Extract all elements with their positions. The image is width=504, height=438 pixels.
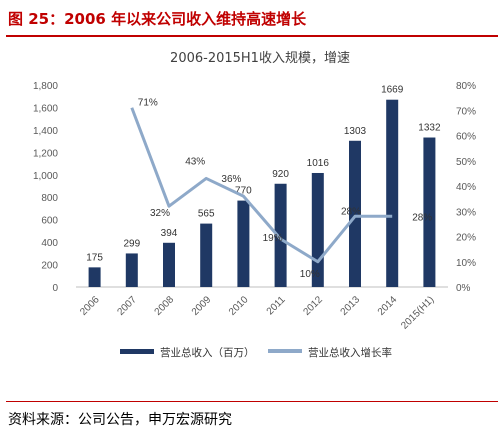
bar-value-label: 299 <box>123 238 140 249</box>
bar-value-label: 920 <box>272 169 289 180</box>
y-left-tick-label: 1,600 <box>33 103 58 114</box>
x-tick-label: 2013 <box>339 294 363 318</box>
bar <box>423 137 436 287</box>
bar-value-label: 394 <box>161 228 178 239</box>
legend: 营业总收入（百万） 营业总收入增长率 <box>120 346 392 359</box>
y-axis-right: 0% 10% 20% 30% 40% 50% 60% 70% 80% <box>456 81 476 294</box>
x-tick-label: 2006 <box>78 294 102 318</box>
growth-value-label: 10% <box>300 269 320 280</box>
y-right-tick-label: 0% <box>456 283 471 294</box>
growth-value-label: 28% <box>341 206 361 217</box>
chart: 2006-2015H1收入规模，增速 0 200 400 600 800 1,000 1,2… <box>33 51 476 359</box>
bar <box>88 267 101 287</box>
legend-line-swatch <box>268 349 302 353</box>
growth-line: 71% 32% 43% 36% 19% 10% 28% 28% <box>130 98 432 280</box>
x-tick-label: 2015(H1) <box>399 294 436 331</box>
x-tick-label: 2008 <box>153 294 177 318</box>
y-right-tick-label: 10% <box>456 258 476 269</box>
y-right-tick-label: 70% <box>456 106 476 117</box>
x-tick-label: 2011 <box>265 294 288 317</box>
y-left-tick-label: 200 <box>41 261 58 272</box>
legend-bar-label: 营业总收入（百万） <box>160 346 255 359</box>
bar <box>125 253 138 287</box>
y-axis-left: 0 200 400 600 800 1,000 1,200 1,400 1,600 1,800 <box>33 81 58 294</box>
bar <box>237 200 250 287</box>
chart-title: 2006-2015H1收入规模，增速 <box>170 51 350 66</box>
growth-value-label: 28% <box>412 212 432 223</box>
y-left-tick-label: 1,200 <box>33 148 58 159</box>
figure-title: 图 25：2006 年以来公司收入维持高速增长 <box>8 10 307 28</box>
bar <box>163 242 175 287</box>
y-left-tick-label: 800 <box>41 193 58 204</box>
x-tick-label: 2007 <box>115 294 139 318</box>
legend-line-label: 营业总收入增长率 <box>308 346 392 359</box>
y-right-tick-label: 30% <box>456 207 476 218</box>
y-right-tick-label: 50% <box>456 157 476 168</box>
bar <box>274 183 287 287</box>
x-axis-ticks: 2006 2007 2008 2009 2010 2011 2012 2013 2014 2015… <box>78 294 436 332</box>
growth-value-label: 36% <box>221 174 241 185</box>
y-right-tick-label: 60% <box>456 132 476 143</box>
bar-value-label: 770 <box>235 186 252 197</box>
y-left-tick-label: 400 <box>41 238 58 249</box>
y-right-tick-label: 80% <box>456 81 476 92</box>
x-tick-label: 2014 <box>376 294 400 318</box>
bar <box>200 223 213 287</box>
growth-value-label: 19% <box>263 233 283 244</box>
source-note: 资料来源：公司公告，申万宏源研究 <box>8 412 232 428</box>
source-rule <box>6 401 498 402</box>
y-left-tick-label: 1,400 <box>33 126 58 137</box>
growth-value-label: 71% <box>138 98 158 109</box>
y-right-tick-label: 20% <box>456 233 476 244</box>
bar-value-label: 1016 <box>307 158 330 169</box>
bar-value-label: 175 <box>86 252 103 263</box>
bar-value-label: 565 <box>198 209 215 220</box>
y-right-tick-label: 40% <box>456 182 476 193</box>
bar <box>386 99 399 287</box>
bar <box>349 140 361 287</box>
bar-value-label: 1332 <box>418 123 441 134</box>
x-tick-label: 2012 <box>301 294 325 318</box>
y-left-tick-label: 600 <box>41 216 58 227</box>
growth-line-path <box>130 107 393 264</box>
growth-value-label: 43% <box>185 156 205 167</box>
x-tick-label: 2009 <box>190 294 214 318</box>
title-rule <box>6 35 498 37</box>
bars: 175 299 394 565 770 920 1016 1303 1669 1332 <box>86 85 441 287</box>
y-left-tick-label: 1,000 <box>33 171 58 182</box>
growth-value-label: 32% <box>150 208 170 219</box>
y-left-tick-label: 1,800 <box>33 81 58 92</box>
y-left-tick-label: 0 <box>52 283 58 294</box>
legend-bar-swatch <box>120 349 154 354</box>
bar-value-label: 1669 <box>381 85 404 96</box>
x-tick-label: 2010 <box>227 294 251 318</box>
bar-value-label: 1303 <box>344 126 367 137</box>
